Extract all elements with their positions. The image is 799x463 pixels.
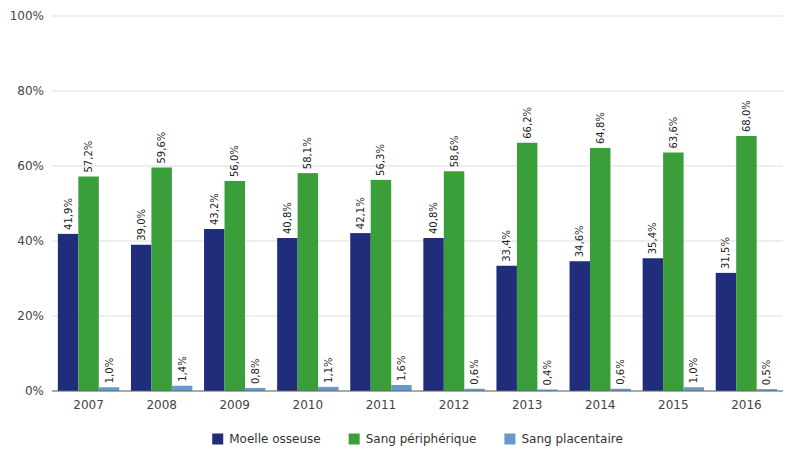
x-tick-label: 2013 <box>512 398 543 412</box>
data-label: 41,9% <box>63 198 74 230</box>
bar <box>716 273 736 391</box>
x-tick-label: 2011 <box>366 398 397 412</box>
data-label: 0,6% <box>615 359 626 384</box>
legend-swatch <box>212 434 223 445</box>
data-labels: 41,9% 39,0% 43,2% 40,8% 42,1% 40,8% 33,4% 34,6%… <box>63 100 773 385</box>
data-label: 43,2% <box>209 193 220 225</box>
bar <box>423 238 443 391</box>
x-tick-label: 2009 <box>219 398 250 412</box>
y-tick-label: 20% <box>17 309 44 323</box>
data-label: 1,1% <box>323 357 334 382</box>
legend-label: Moelle osseuse <box>229 432 320 446</box>
data-label: 0,4% <box>542 360 553 385</box>
data-label: 1,6% <box>396 356 407 381</box>
bar <box>570 261 590 391</box>
data-label: 64,8% <box>595 112 606 144</box>
bar <box>643 258 663 391</box>
legend-label: Sang périphérique <box>366 432 477 446</box>
data-label: 39,0% <box>136 209 147 241</box>
data-label: 57,2% <box>83 141 94 173</box>
data-label: 31,5% <box>720 237 731 269</box>
grid-line <box>52 91 783 92</box>
x-tick-label: 2007 <box>73 398 104 412</box>
legend-item: Moelle osseuse <box>212 432 320 446</box>
data-label: 1,4% <box>177 356 188 381</box>
data-label: 56,0% <box>229 145 240 177</box>
data-label: 35,4% <box>647 222 658 254</box>
bar <box>444 171 464 391</box>
data-label: 34,6% <box>574 225 585 257</box>
y-tick-label: 60% <box>17 159 44 173</box>
y-tick-label: 40% <box>17 234 44 248</box>
bars <box>58 136 777 391</box>
x-tick-label: 2014 <box>585 398 616 412</box>
grid-line <box>52 391 783 392</box>
x-tick-label: 2012 <box>439 398 470 412</box>
bar <box>590 148 610 391</box>
bar <box>204 229 224 391</box>
bar <box>277 238 297 391</box>
legend-item: Sang périphérique <box>349 432 477 446</box>
bar <box>131 245 151 391</box>
x-axis-line <box>52 391 783 392</box>
bar <box>151 168 171 392</box>
bar <box>99 387 119 391</box>
legend: Moelle osseuse Sang périphérique Sang plac… <box>212 432 623 446</box>
data-label: 0,5% <box>761 360 772 385</box>
data-label: 58,1% <box>302 137 313 169</box>
data-label: 68,0% <box>741 100 752 132</box>
data-label: 33,4% <box>501 230 512 262</box>
bar <box>684 387 704 391</box>
data-label: 66,2% <box>522 107 533 139</box>
bar <box>517 143 537 391</box>
data-label: 40,8% <box>428 202 439 234</box>
bar <box>350 233 370 391</box>
data-label: 42,1% <box>355 197 366 229</box>
chart: 0% 20% 40% 60% 80% 100% 41,9% 39,0% 43,2% 40,8% 42… <box>0 0 799 463</box>
bar <box>225 181 245 391</box>
y-tick-label: 80% <box>17 84 44 98</box>
bar <box>172 386 192 391</box>
legend-label: Sang placentaire <box>521 432 622 446</box>
bar <box>663 153 683 392</box>
data-label: 40,8% <box>282 202 293 234</box>
y-tick-label: 100% <box>10 9 44 23</box>
bar <box>496 266 516 391</box>
legend-item: Sang placentaire <box>504 432 622 446</box>
legend-swatch <box>504 434 515 445</box>
data-label: 0,8% <box>250 359 261 384</box>
x-tick-label: 2015 <box>658 398 689 412</box>
data-label: 0,6% <box>469 359 480 384</box>
data-label: 59,6% <box>156 132 167 164</box>
bar <box>58 234 78 391</box>
grid-line <box>52 16 783 17</box>
data-label: 63,6% <box>668 117 679 149</box>
x-tick-label: 2016 <box>731 398 762 412</box>
legend-swatch <box>349 434 360 445</box>
bar <box>391 385 411 391</box>
bar <box>298 173 318 391</box>
y-tick-label: 0% <box>25 384 44 398</box>
x-tick-label: 2008 <box>146 398 177 412</box>
bar <box>371 180 391 391</box>
data-label: 1,0% <box>104 358 115 383</box>
x-tick-label: 2010 <box>293 398 324 412</box>
bar <box>78 177 98 392</box>
grid <box>52 16 783 391</box>
bar <box>736 136 756 391</box>
data-label: 56,3% <box>375 144 386 176</box>
data-label: 58,6% <box>449 135 460 167</box>
data-label: 1,0% <box>688 358 699 383</box>
bar <box>318 387 338 391</box>
